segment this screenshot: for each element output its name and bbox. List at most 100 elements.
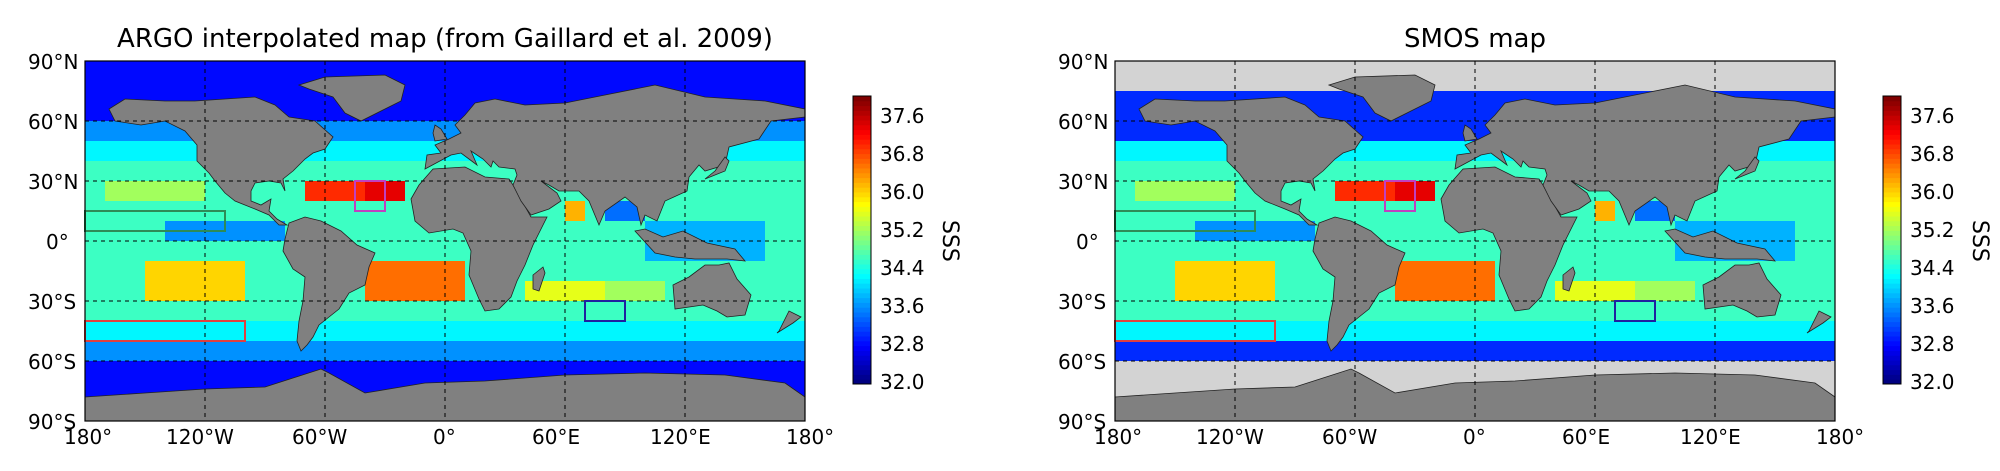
salinity-cell xyxy=(1275,241,1296,262)
salinity-cell xyxy=(645,301,666,322)
salinity-cell xyxy=(85,241,106,262)
colorbar-step xyxy=(1883,259,1901,265)
colorbar-tick: 32.0 xyxy=(880,370,925,394)
colorbar-step xyxy=(853,163,871,169)
salinity-cell xyxy=(1355,141,1376,162)
salinity-cell xyxy=(1255,341,1276,362)
graticule xyxy=(85,61,805,421)
salinity-cell xyxy=(445,241,466,262)
salinity-cell xyxy=(1715,341,1736,362)
salinity-cell xyxy=(565,341,586,362)
salinity-cell xyxy=(1575,281,1596,302)
salinity-cell xyxy=(785,241,806,262)
salinity-cell xyxy=(1735,321,1756,342)
salinity-cell xyxy=(425,321,446,342)
salinity-cell xyxy=(245,221,266,242)
colorbar-tick: 36.0 xyxy=(1910,180,1955,204)
salinity-cell xyxy=(1315,101,1336,122)
salinity-cell xyxy=(305,101,326,122)
salinity-cell xyxy=(725,201,746,222)
salinity-cell xyxy=(365,141,386,162)
salinity-cell xyxy=(1195,281,1216,302)
salinity-cell xyxy=(705,321,726,342)
lat-label: 60°S xyxy=(28,350,77,374)
salinity-cell xyxy=(345,321,366,342)
salinity-cell xyxy=(365,221,386,242)
colorbar-step xyxy=(1883,360,1901,366)
salinity-cell xyxy=(225,261,246,282)
salinity-cell xyxy=(345,341,366,362)
salinity-cell xyxy=(1215,341,1236,362)
salinity-cell xyxy=(245,81,266,102)
salinity-cell xyxy=(265,221,286,242)
salinity-cell xyxy=(1155,241,1176,262)
salinity-cell xyxy=(465,341,486,362)
salinity-cell xyxy=(85,181,106,202)
salinity-cell xyxy=(365,261,386,282)
salinity-cell xyxy=(405,361,426,382)
salinity-cell xyxy=(425,61,446,82)
salinity-cell xyxy=(1435,121,1456,142)
colorbar-step xyxy=(1883,302,1901,308)
salinity-cell xyxy=(105,121,126,142)
salinity-cell xyxy=(325,161,346,182)
salinity-cell xyxy=(1815,341,1836,362)
salinity-cell xyxy=(1815,221,1836,242)
salinity-cell xyxy=(1255,201,1276,222)
salinity-cell xyxy=(1355,201,1376,222)
salinity-cell xyxy=(625,261,646,282)
salinity-cell xyxy=(345,141,366,162)
colorbar-step xyxy=(853,153,871,159)
salinity-cell xyxy=(1255,321,1276,342)
salinity-cell xyxy=(185,301,206,322)
salinity-cell xyxy=(1395,281,1416,302)
salinity-cell xyxy=(485,61,506,82)
salinity-cell xyxy=(545,221,566,242)
salinity-cell xyxy=(605,321,626,342)
colorbar-tick: 36.8 xyxy=(880,142,925,166)
salinity-cell xyxy=(765,61,786,82)
salinity-cell xyxy=(505,301,526,322)
salinity-cell xyxy=(1815,161,1836,182)
colorbar-step xyxy=(1883,264,1901,270)
salinity-cell xyxy=(585,61,606,82)
colorbar-step xyxy=(853,129,871,135)
salinity-cell xyxy=(1535,301,1556,322)
colorbar-step xyxy=(1883,316,1901,323)
salinity-cell xyxy=(325,321,346,342)
salinity-cell xyxy=(765,181,786,202)
salinity-cell xyxy=(725,81,746,102)
colorbar-tick: 32.0 xyxy=(1910,370,1955,394)
salinity-cell xyxy=(725,221,746,242)
salinity-cell xyxy=(1175,181,1196,202)
salinity-cell xyxy=(1655,301,1676,322)
salinity-cell xyxy=(185,241,206,262)
salinity-cell xyxy=(165,81,186,102)
region-box xyxy=(584,300,626,322)
salinity-cell xyxy=(625,301,646,322)
salinity-cell xyxy=(665,261,686,282)
salinity-cell xyxy=(1475,321,1496,342)
colorbar-step xyxy=(853,220,871,227)
colorbar-step xyxy=(1883,105,1901,111)
salinity-cell xyxy=(105,161,126,182)
colorbar-step xyxy=(853,158,871,164)
salinity-cell xyxy=(125,181,146,202)
salinity-cell xyxy=(1635,261,1656,282)
salinity-cell xyxy=(145,141,166,162)
salinity-cell xyxy=(1475,261,1496,282)
salinity-cell xyxy=(765,361,786,382)
salinity-cell xyxy=(125,121,146,142)
continent xyxy=(704,156,730,180)
colorbar-step xyxy=(853,100,871,107)
salinity-cell xyxy=(1335,161,1356,182)
salinity-cell xyxy=(765,281,786,302)
salinity-cell xyxy=(1615,321,1636,342)
salinity-cell xyxy=(1415,221,1436,242)
salinity-cell xyxy=(385,161,406,182)
salinity-cell xyxy=(625,321,646,342)
salinity-cell xyxy=(425,281,446,302)
salinity-cell xyxy=(1175,141,1196,162)
salinity-cell xyxy=(1155,121,1176,142)
colorbar-step xyxy=(853,187,871,193)
